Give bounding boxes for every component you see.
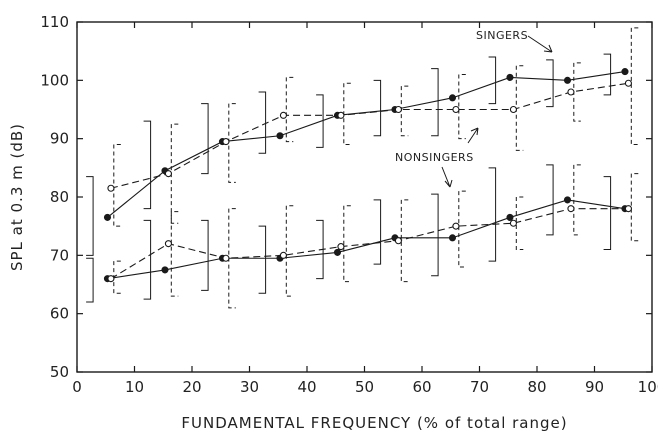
nonsingers-point [567,205,575,213]
x-tick-label: 100 [638,378,658,396]
range-bracket [573,164,581,236]
nonsingers-point [279,251,287,259]
nonsingers-point [337,243,345,251]
range-bracket [603,53,612,96]
x-tick-label: 70 [470,378,489,396]
singers-point [621,68,629,76]
range-bracket [458,190,466,268]
y-tick-label: 80 [50,188,69,206]
range-bracket [603,176,612,250]
range-bracket [258,91,267,154]
singers-point [103,213,112,221]
range-bracket [143,219,152,300]
nonsingers-arrow-up [467,127,479,144]
x-tick-label: 30 [240,378,259,396]
y-tick-label: 110 [40,13,69,31]
nonsingers-point [624,79,632,87]
nonsingers-point [509,219,517,227]
range-bracket [228,103,236,183]
y-tick-label: 90 [50,130,69,148]
x-tick-label: 90 [585,378,604,396]
nonsingers-point [567,88,575,96]
range-bracket [143,120,152,210]
nonsingers-point [394,237,402,245]
series-line [107,199,626,280]
singers-point [448,94,457,102]
range-bracket [488,167,497,262]
y-tick-label: 70 [50,246,69,264]
singers-point [333,248,342,256]
nonsingers-point [452,222,460,230]
range-bracket [343,205,351,283]
range-bracket [316,94,324,148]
nonsingers-point [624,205,632,213]
range-bracket [630,27,639,145]
range-bracket [488,56,497,105]
singers-point [506,73,514,81]
nonsingers-point [222,138,230,146]
y-tick-label: 100 [40,71,69,89]
range-bracket [458,74,466,140]
singers-point [506,213,514,221]
y-tick-label: 60 [50,305,69,323]
singers-point [563,76,572,84]
nonsingers-point [279,111,287,119]
range-bracket [630,173,639,242]
y-axis-title: SPL at 0.3 m (dB) [8,123,26,271]
singers-arrow [527,35,553,53]
range-bracket [113,144,121,227]
x-tick-label: 0 [72,378,82,396]
nonsingers-point [394,105,402,114]
series-line [107,71,626,218]
range-bracket [86,257,94,303]
x-axis-title: FUNDAMENTAL FREQUENCY (% of total range) [181,414,567,432]
x-tick-label: 50 [355,378,374,396]
range-bracket [400,85,409,137]
nonsingers-point [337,111,345,119]
range-bracket [431,193,439,277]
series-line [110,82,629,189]
range-bracket [546,164,554,236]
nonsingers-point [164,170,172,178]
singers-point [448,234,457,242]
nonsingers-point [222,254,230,262]
range-bracket [573,62,581,122]
singers-point [276,132,284,140]
nonsingers-point [164,240,172,248]
nonsingers-point [509,105,517,114]
range-bracket [431,68,439,137]
range-bracket [400,199,409,283]
range-bracket [515,196,524,250]
y-tick-label: 50 [50,363,69,381]
nonsingers-arrow-down [441,166,453,188]
nonsingers-point [452,105,460,114]
range-bracket [373,199,382,265]
singers-point [161,266,169,274]
range-bracket [201,103,209,175]
range-bracket [258,225,267,294]
singers-annotation: SINGERS [476,29,528,42]
range-bracket [170,211,179,297]
range-bracket [285,205,294,297]
nonsingers-annotation: NONSINGERS [395,151,474,164]
x-tick-label: 60 [412,378,431,396]
x-tick-label: 80 [527,378,546,396]
range-bracket [373,79,382,137]
x-tick-label: 40 [297,378,316,396]
range-bracket [86,176,94,256]
range-bracket [170,123,179,224]
nonsingers-point [107,275,115,283]
singers-point [563,196,572,204]
range-bracket [285,76,294,143]
series-line [110,208,629,280]
x-tick-label: 10 [125,378,144,396]
nonsingers-point [107,184,115,192]
x-tick-label: 20 [182,378,201,396]
range-bracket [201,219,209,291]
range-bracket [546,59,554,108]
